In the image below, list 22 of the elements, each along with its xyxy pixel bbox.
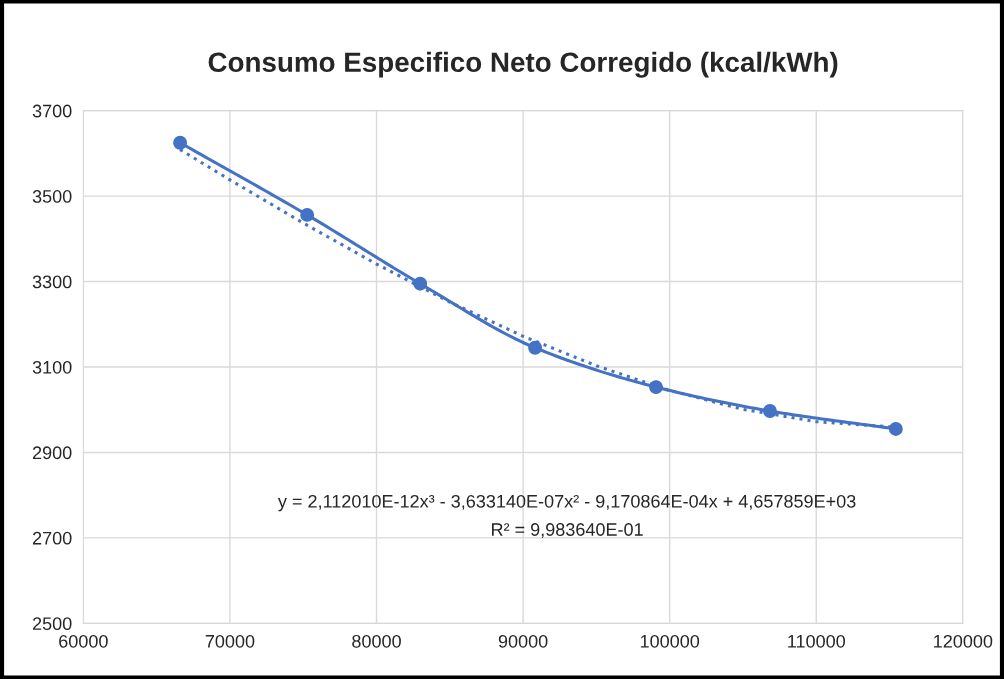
- x-tick-label: 60000: [59, 634, 108, 648]
- y-tick-label: 2900: [32, 446, 72, 460]
- chart-title: Consumo Especifico Neto Corregido (kcal/kWh): [208, 51, 838, 78]
- point: [528, 340, 543, 355]
- x-tick-label: 120000: [934, 634, 993, 648]
- annotation: y = 2,112010E-12x³ - 3,633140E-07x² - 9,170864E-04x + 4,657859E+03: [277, 494, 856, 512]
- x-tick-label: 90000: [498, 634, 548, 648]
- point: [762, 404, 777, 418]
- point: [300, 207, 315, 222]
- y-tick-label: 3100: [32, 360, 72, 374]
- y-tick-label: 3700: [32, 104, 72, 118]
- y-tick-label: 3500: [32, 190, 72, 203]
- y-tick-label: 3300: [32, 275, 72, 289]
- x-tick-label: 70000: [205, 634, 255, 648]
- annotation: R² = 9,983640E-01: [492, 523, 643, 539]
- point: [888, 421, 903, 436]
- y-tick-label: 2700: [32, 531, 72, 545]
- y-tick-label: 2500: [32, 617, 72, 631]
- point: [173, 135, 188, 150]
- x-tick-label: 80000: [352, 634, 401, 648]
- x-tick-label: 100000: [640, 634, 700, 648]
- x-tick-label: 110000: [788, 634, 846, 648]
